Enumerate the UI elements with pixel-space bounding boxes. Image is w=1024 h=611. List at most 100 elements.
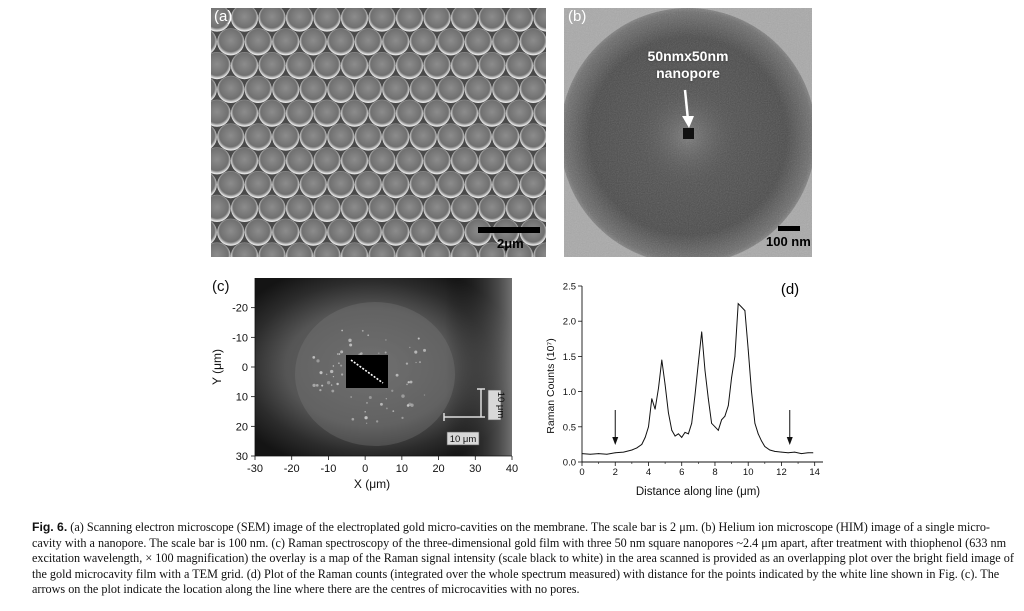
micro-cavity	[354, 123, 382, 151]
micro-cavity	[244, 218, 272, 246]
micro-cavity	[285, 8, 314, 32]
micro-cavity	[258, 242, 286, 257]
micro-cavity	[211, 30, 217, 53]
micro-cavity	[340, 242, 369, 257]
micro-cavity	[423, 99, 451, 127]
micro-cavity	[450, 99, 479, 127]
map-y-axis-label: Y (μm)	[210, 349, 224, 385]
micro-cavity	[478, 194, 506, 222]
raman-scan-line	[350, 359, 384, 384]
raman-map-plot: 10 μm 10 μm -30 -20 -10 0 10 20 30 40 -20 -10 0 10…	[210, 278, 518, 491]
micro-cavity	[313, 99, 341, 127]
map-x-tick-label: -20	[284, 463, 300, 475]
micro-cavity	[395, 194, 424, 222]
raman-counts-point	[671, 429, 673, 431]
micro-cavity	[368, 242, 396, 257]
map-x-tick-label: -30	[247, 463, 263, 475]
micro-cavity	[272, 123, 300, 151]
micro-cavity	[313, 8, 341, 32]
micro-cavity	[395, 242, 424, 257]
micro-cavity	[313, 242, 341, 257]
plot-y-tick-label: 0.0	[563, 458, 576, 469]
micro-cavity	[382, 28, 410, 56]
micro-cavity	[492, 171, 520, 199]
raman-counts-point	[707, 398, 709, 400]
micro-cavity	[244, 171, 272, 199]
micro-cavity	[211, 8, 231, 32]
micro-cavity	[217, 218, 245, 246]
micro-cavity	[211, 147, 231, 175]
raman-counts-point	[727, 405, 729, 407]
raman-counts-point	[678, 433, 679, 435]
raman-counts-point	[644, 436, 646, 438]
caption-text: (a) Scanning electron microscope (SEM) i…	[32, 520, 1014, 596]
micro-cavity	[313, 194, 341, 222]
micro-cavity	[340, 99, 369, 127]
micro-cavity	[382, 218, 410, 246]
raman-counts-point	[648, 426, 649, 428]
raman-counts-point	[704, 370, 706, 371]
micro-cavity	[409, 171, 437, 199]
micro-cavity	[285, 194, 314, 222]
map-x-tick-label: 40	[506, 463, 518, 475]
micro-cavity	[272, 171, 300, 199]
micro-cavity	[285, 147, 314, 175]
panel-label-d: (d)	[781, 281, 799, 298]
plot-x-tick-label: 6	[679, 467, 684, 478]
micro-cavity	[519, 171, 546, 199]
micro-cavity	[409, 123, 437, 151]
micro-cavity	[437, 171, 465, 199]
nanopore-arrow-head	[682, 116, 694, 128]
tem-grid-bar	[445, 278, 512, 456]
micro-cavity	[230, 99, 259, 127]
micro-cavity	[423, 8, 451, 32]
micro-cavity	[533, 52, 546, 80]
horizontal-scale-box	[446, 431, 480, 446]
micro-cavity	[464, 28, 492, 56]
micro-cavity	[230, 52, 259, 80]
raman-counts-point	[764, 446, 766, 447]
raman-counts-point	[757, 433, 759, 435]
micro-cavity	[505, 242, 534, 257]
plot-x-tick-label: 4	[646, 467, 651, 478]
him-image-panel: (b) 50nmx50nm nanopore 100 nm	[564, 8, 812, 257]
raman-counts-point	[711, 422, 713, 424]
him-scale-bar-label: 100 nm	[766, 234, 811, 249]
micro-cavity	[505, 194, 534, 222]
micro-cavity	[395, 99, 424, 127]
micro-cavity	[211, 194, 231, 222]
micro-cavity	[478, 8, 506, 32]
nanopore-arrow	[683, 89, 690, 121]
micro-cavity	[354, 218, 382, 246]
micro-cavity	[217, 171, 245, 199]
micro-cavity	[478, 52, 506, 80]
raman-counts-series-line	[581, 302, 813, 455]
grid-label-vertical: 10 μm	[495, 392, 506, 419]
micro-cavity	[437, 123, 465, 151]
map-y-tick-label: 0	[242, 362, 248, 374]
raman-counts-point	[747, 348, 749, 350]
micro-cavity	[258, 99, 286, 127]
micro-cavity	[505, 52, 534, 80]
map-x-tick-label: 10	[396, 463, 408, 475]
micro-cavity-array	[211, 8, 546, 257]
plot-y-tick-label: 0.5	[563, 422, 576, 433]
sem-scale-bar	[478, 227, 540, 233]
micro-cavity	[327, 28, 355, 56]
raman-counts-point	[684, 432, 686, 433]
micro-cavity	[382, 123, 410, 151]
micro-cavity	[368, 99, 396, 127]
micro-cavity	[368, 147, 396, 175]
nanopore-square	[683, 128, 694, 139]
micro-cavity	[327, 171, 355, 199]
micro-cavity	[258, 147, 286, 175]
sem-cavity-array-image	[211, 8, 546, 257]
micro-cavity	[450, 194, 479, 222]
panel-label-c: (c)	[212, 278, 230, 295]
micro-cavity	[505, 8, 534, 32]
micro-cavity	[230, 242, 259, 257]
micro-cavity	[244, 123, 272, 151]
micro-cavity	[368, 194, 396, 222]
nanopore-annotation-line2: nanopore	[656, 65, 720, 81]
raman-counts-point	[697, 363, 699, 364]
